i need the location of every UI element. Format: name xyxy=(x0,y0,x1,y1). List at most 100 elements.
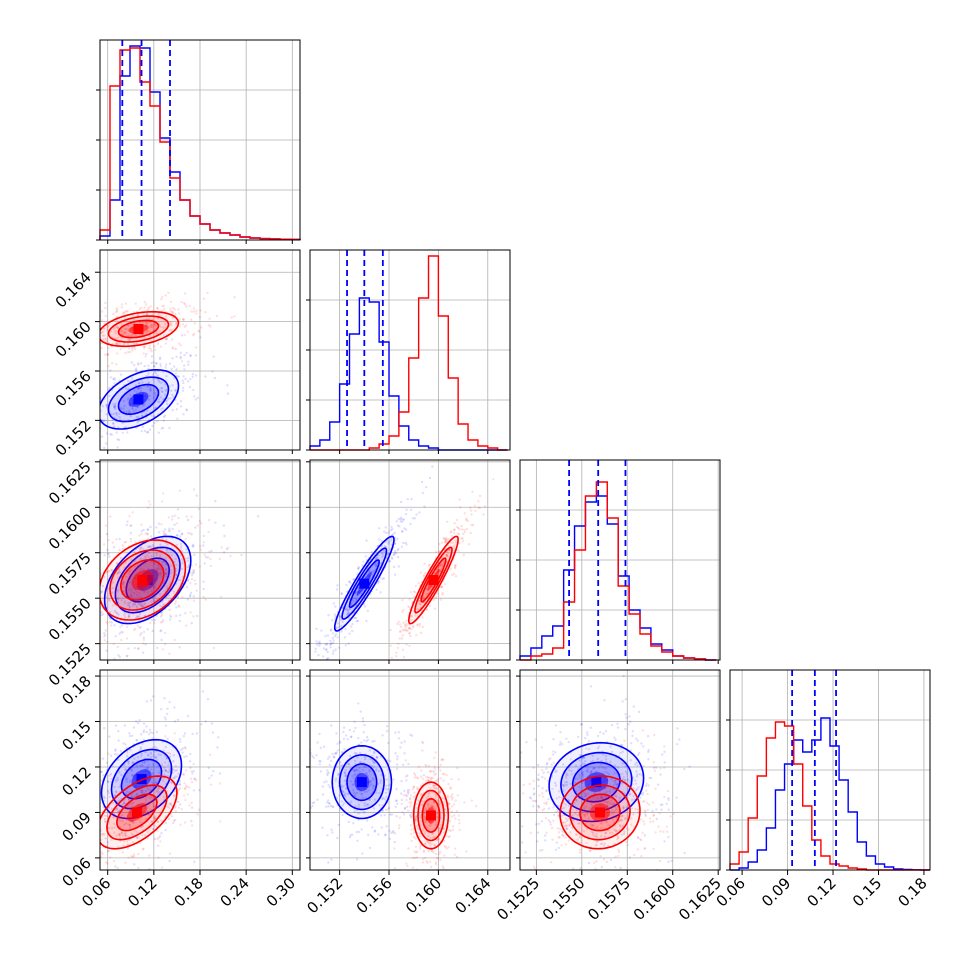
scatter-point xyxy=(455,800,457,802)
scatter-point xyxy=(337,636,339,638)
scatter-point xyxy=(104,554,106,556)
scatter-point xyxy=(403,790,405,792)
scatter-point xyxy=(403,794,405,796)
scatter-point xyxy=(65,863,67,865)
scatter-point xyxy=(165,294,167,296)
scatter-point xyxy=(328,756,330,758)
scatter-point xyxy=(189,582,191,584)
scatter-point xyxy=(203,535,205,537)
scatter-point xyxy=(192,389,194,391)
scatter-point xyxy=(184,378,186,380)
scatter-point xyxy=(322,793,324,795)
scatter-point xyxy=(413,792,415,794)
scatter-point xyxy=(182,318,184,320)
scatter-point xyxy=(318,664,320,666)
scatter-point xyxy=(181,808,183,810)
scatter-point xyxy=(90,409,92,411)
scatter-point xyxy=(440,764,442,766)
scatter-point xyxy=(109,621,111,623)
scatter-point xyxy=(336,584,338,586)
scatter-point xyxy=(430,866,432,868)
scatter-point xyxy=(325,644,327,646)
scatter-point xyxy=(418,511,420,513)
scatter-point xyxy=(167,292,169,294)
scatter-point xyxy=(216,315,218,317)
scatter-point xyxy=(90,849,92,851)
scatter-point xyxy=(541,776,543,778)
scatter-point xyxy=(189,378,191,380)
scatter-point xyxy=(184,334,186,336)
scatter-point xyxy=(140,626,142,628)
scatter-point xyxy=(533,792,535,794)
scatter-point xyxy=(597,735,599,737)
scatter-point xyxy=(639,796,641,798)
scatter-point xyxy=(333,756,335,758)
scatter-point xyxy=(121,306,123,308)
scatter-point xyxy=(428,564,430,566)
scatter-point xyxy=(394,574,396,576)
scatter-point xyxy=(645,785,647,787)
scatter-point xyxy=(87,364,89,366)
scatter-point xyxy=(169,880,171,882)
scatter-point xyxy=(326,801,328,803)
scatter-point xyxy=(637,754,639,756)
scatter-point xyxy=(137,867,139,869)
scatter-point xyxy=(176,534,178,536)
scatter-point xyxy=(131,361,133,363)
scatter-point xyxy=(8,431,10,433)
scatter-point xyxy=(371,551,373,553)
scatter-point xyxy=(106,650,108,652)
scatter-point xyxy=(191,772,193,774)
scatter-point xyxy=(407,624,409,626)
scatter-point xyxy=(102,757,104,759)
scatter-point xyxy=(544,777,546,779)
scatter-point xyxy=(318,640,320,642)
scatter-point xyxy=(164,366,166,368)
scatter-point xyxy=(350,625,352,627)
scatter-point xyxy=(68,415,70,417)
scatter-point xyxy=(564,837,566,839)
scatter-point xyxy=(157,343,159,345)
scatter-point xyxy=(183,794,185,796)
scatter-point xyxy=(415,634,417,636)
scatter-point xyxy=(142,731,144,733)
scatter-point xyxy=(457,794,459,796)
scatter-point xyxy=(195,346,197,348)
scatter-point xyxy=(544,839,546,841)
scatter-point xyxy=(443,773,445,775)
scatter-point xyxy=(71,802,73,804)
scatter-point xyxy=(189,767,191,769)
scatter-point xyxy=(342,731,344,733)
scatter-point xyxy=(171,518,173,520)
scatter-point xyxy=(81,396,83,398)
scatter-point xyxy=(366,819,368,821)
scatter-point xyxy=(180,344,182,346)
scatter-point xyxy=(51,850,53,852)
scatter-point xyxy=(91,647,93,649)
scatter-point xyxy=(335,633,337,635)
scatter-point xyxy=(644,834,646,836)
scatter-point xyxy=(90,795,92,797)
scatter-point xyxy=(161,296,163,298)
scatter-point xyxy=(119,632,121,634)
scatter-point xyxy=(171,515,173,517)
scatter-point xyxy=(441,541,443,543)
scatter-point xyxy=(590,685,592,687)
scatter-point xyxy=(419,848,421,850)
scatter-point xyxy=(330,724,332,726)
scatter-point xyxy=(555,849,557,851)
scatter-point xyxy=(399,518,401,520)
scatter-point xyxy=(89,444,91,446)
scatter-point xyxy=(163,697,165,699)
scatter-point xyxy=(454,817,456,819)
scatter-point xyxy=(86,626,88,628)
scatter-point xyxy=(451,574,453,576)
scatter-point xyxy=(150,362,152,364)
scatter-point xyxy=(162,492,164,494)
scatter-point xyxy=(458,822,460,824)
scatter-point xyxy=(398,737,400,739)
scatter-point xyxy=(366,736,368,738)
scatter-point xyxy=(431,465,433,467)
scatter-point xyxy=(319,760,321,762)
scatter-point xyxy=(335,661,337,663)
